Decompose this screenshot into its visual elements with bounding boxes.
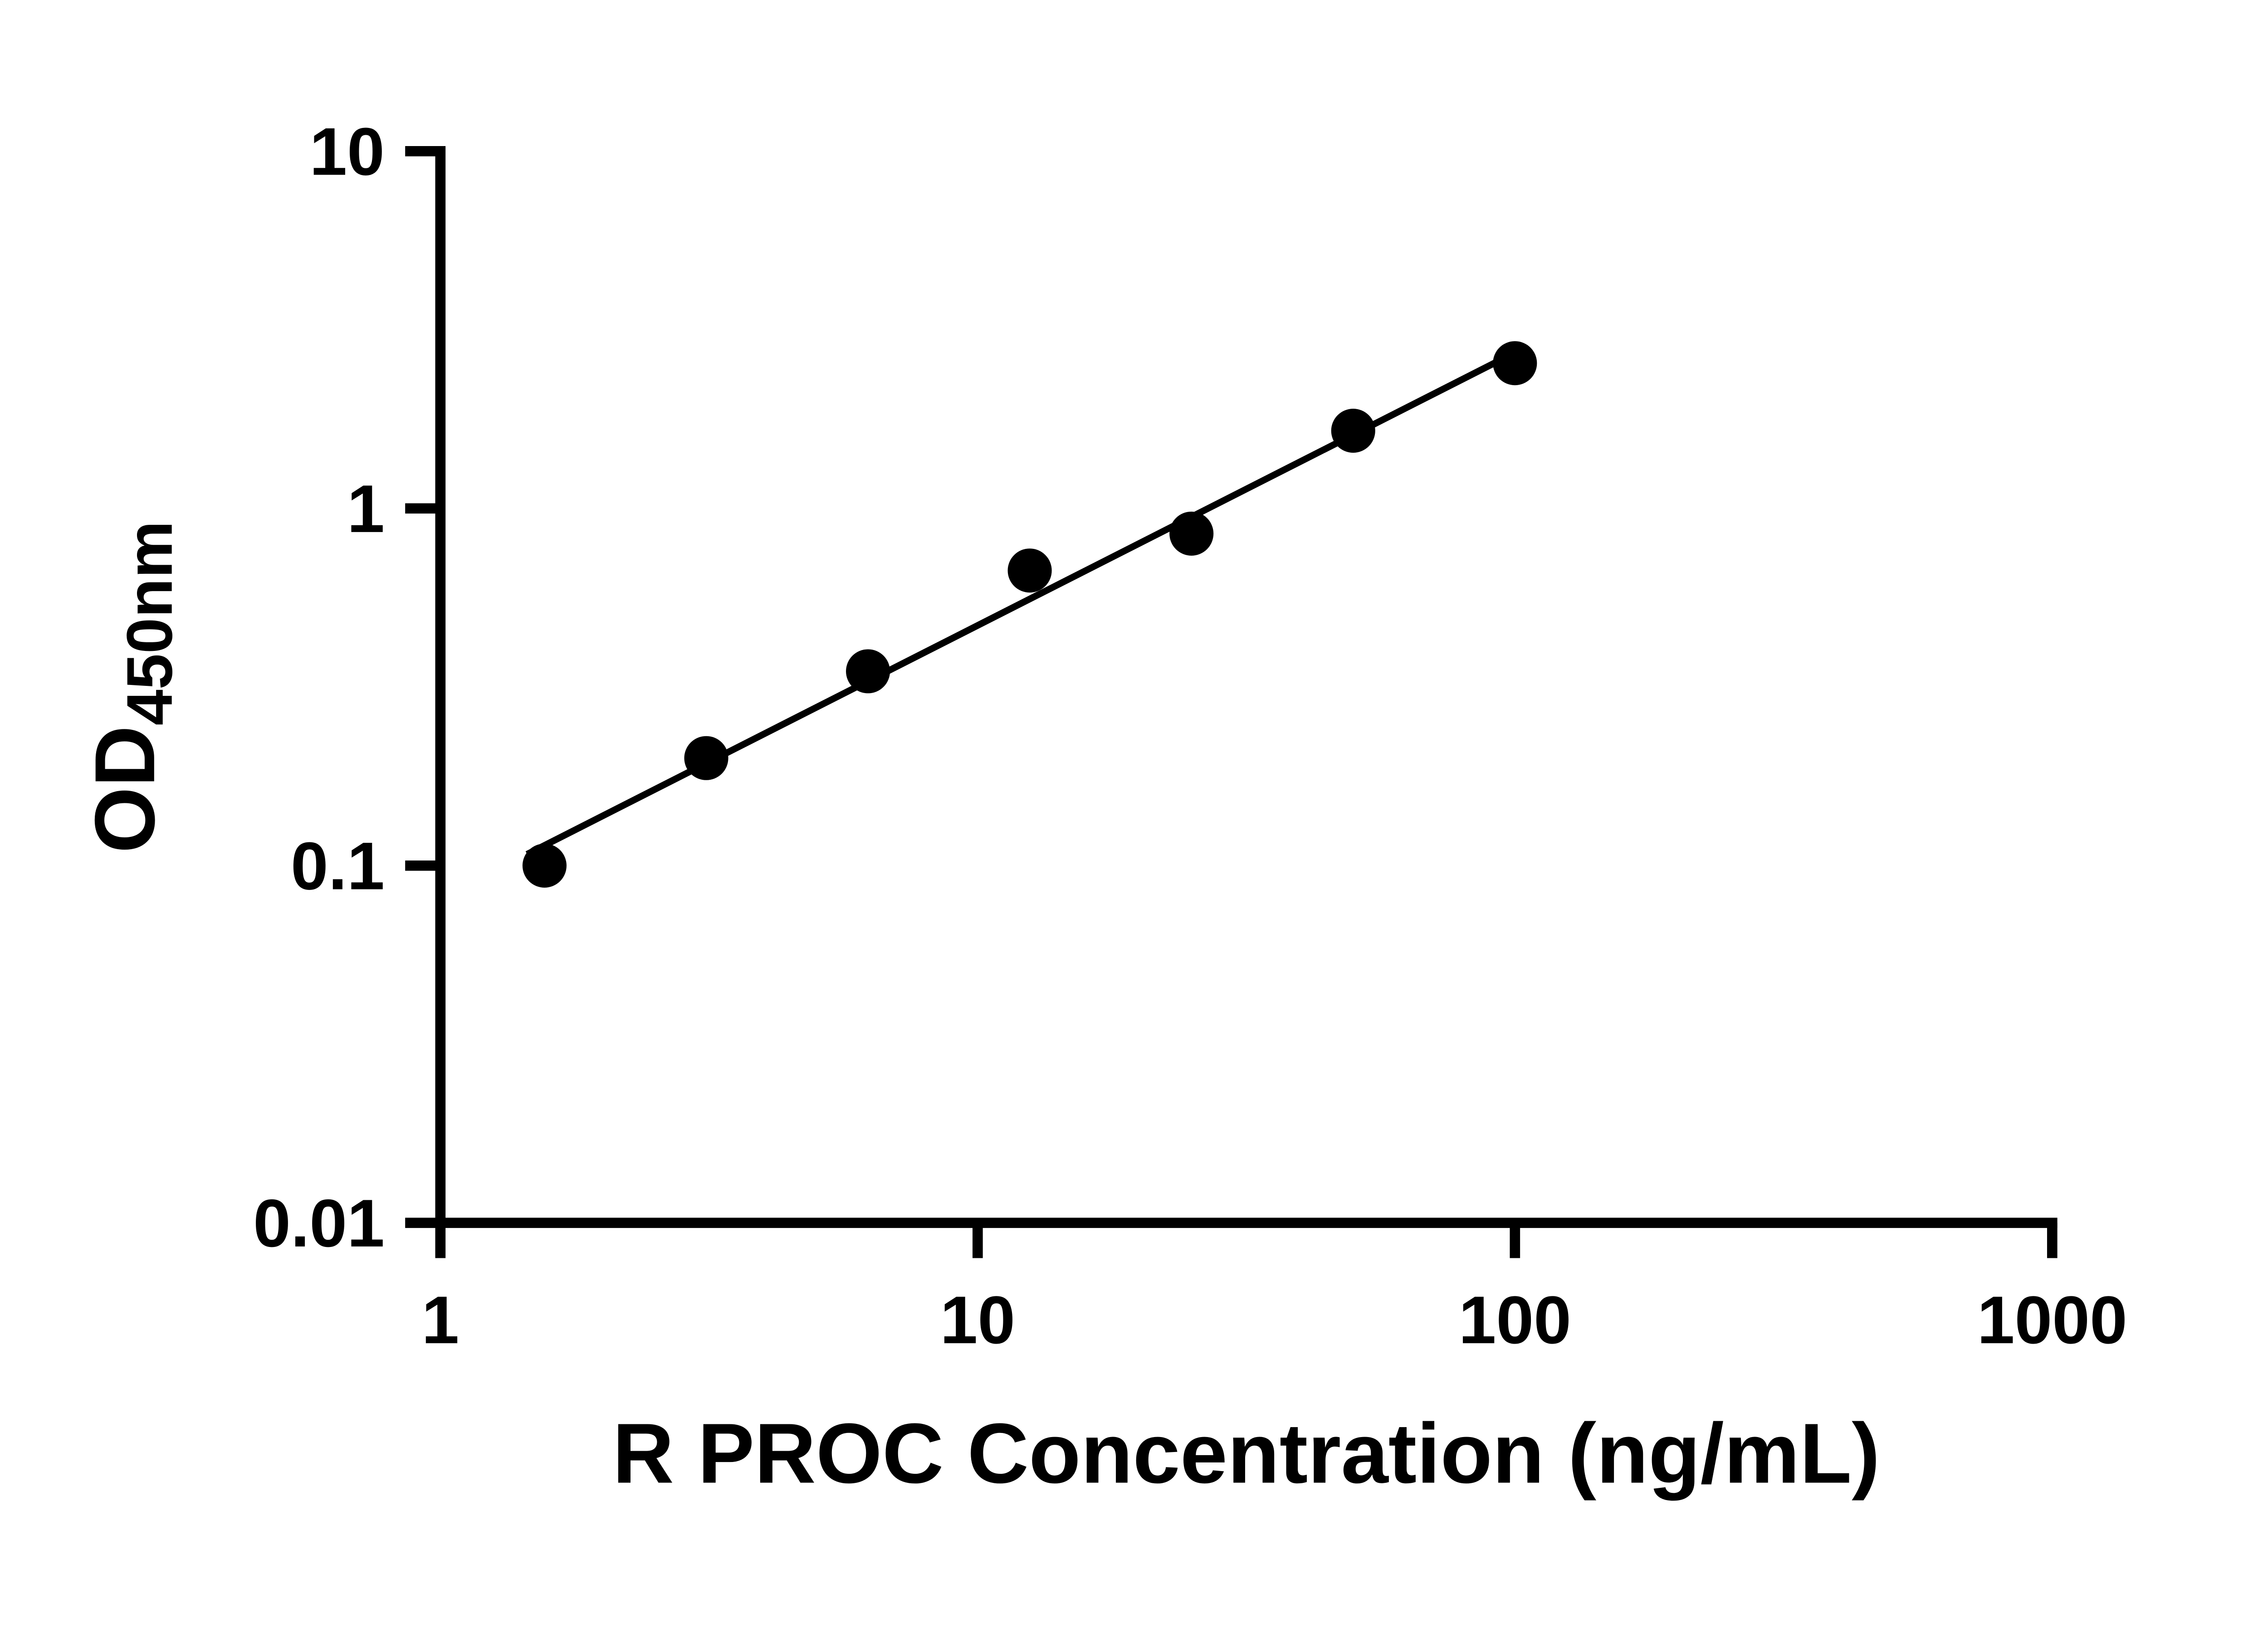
data-point (684, 736, 728, 780)
x-tick-label: 100 (1459, 1282, 1571, 1358)
y-axis-ticks: 0.01 0.1 1 10 (253, 113, 440, 1261)
x-tick-label: 10 (940, 1282, 1016, 1358)
trend-line (525, 344, 1528, 857)
data-point (1169, 511, 1214, 556)
x-tick-label: 1000 (1977, 1282, 2127, 1358)
y-tick-label: 1 (347, 471, 385, 547)
y-tick-label: 0.01 (253, 1185, 385, 1261)
chart-svg: 0.01 0.1 1 10 1 10 100 1000 R PROC Concentrati… (77, 113, 2127, 1501)
data-point (1493, 341, 1537, 386)
data-point (846, 649, 890, 694)
x-axis-title: R PROC Concentration (ng/mL) (612, 1406, 1880, 1501)
data-point (1007, 548, 1052, 593)
plot-area (522, 341, 1537, 888)
data-point (1331, 409, 1375, 453)
y-tick-label: 10 (309, 113, 385, 189)
x-tick-label: 1 (421, 1282, 459, 1358)
elisa-standard-curve-figure: 0.01 0.1 1 10 1 10 100 1000 R PROC Concentrati… (77, 113, 2127, 1501)
data-point (522, 843, 567, 888)
y-axis-title: OD450nm (77, 521, 186, 853)
y-axis-title-main: OD (77, 725, 172, 853)
y-axis-title-sub: 450nm (114, 521, 186, 725)
x-axis-ticks: 1 10 100 1000 (421, 1222, 2127, 1358)
axis-lines (435, 146, 2058, 1228)
y-tick-label: 0.1 (291, 828, 385, 904)
